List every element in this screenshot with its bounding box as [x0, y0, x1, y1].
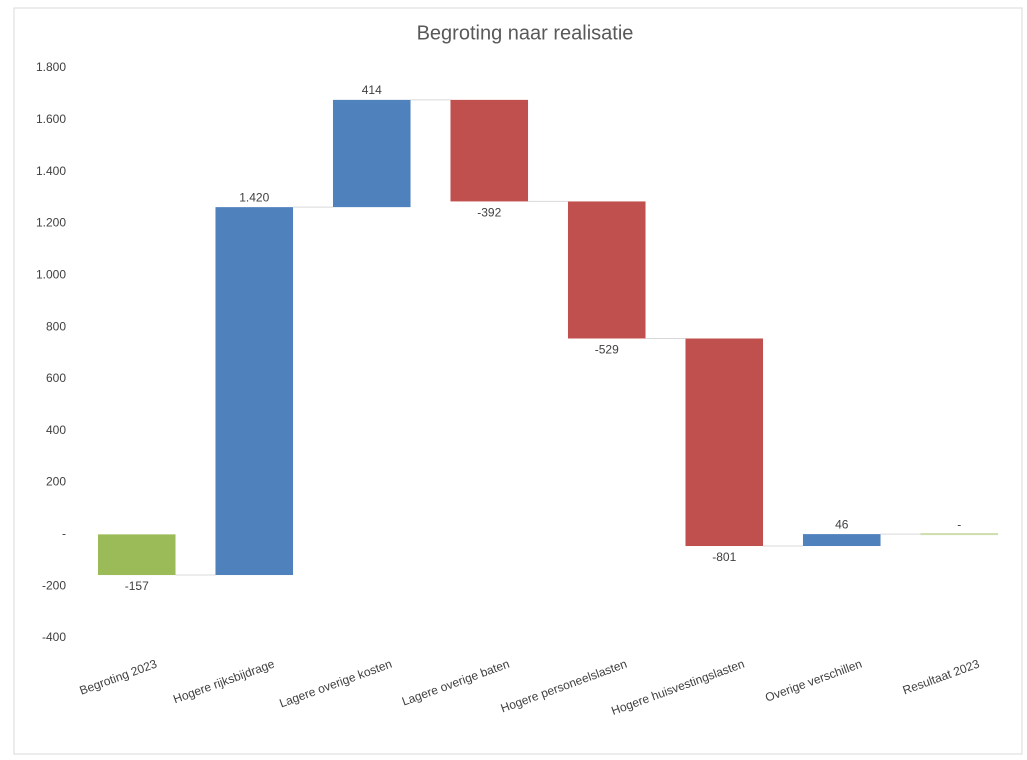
bar: [685, 338, 764, 547]
bar: [450, 99, 529, 202]
bar: [920, 533, 999, 536]
value-label: 1.420: [239, 190, 269, 204]
y-tick-label: 800: [46, 319, 66, 333]
bar: [97, 534, 176, 576]
y-tick-label: -200: [42, 578, 66, 592]
value-label: -801: [712, 550, 736, 564]
y-tick-label: -400: [42, 630, 66, 644]
value-label: -: [957, 517, 961, 531]
y-tick-label: 1.800: [36, 60, 66, 74]
value-label: 414: [362, 83, 382, 97]
y-tick-label: 400: [46, 423, 66, 437]
y-tick-label: -: [62, 527, 66, 541]
bar: [332, 99, 411, 208]
bar: [567, 201, 646, 339]
value-label: -157: [125, 579, 149, 593]
value-label: 46: [835, 517, 849, 531]
bar: [215, 207, 294, 576]
value-label: -529: [595, 343, 619, 357]
y-tick-label: 1.400: [36, 164, 66, 178]
y-tick-label: 200: [46, 475, 66, 489]
y-tick-label: 600: [46, 371, 66, 385]
value-label: -392: [477, 206, 501, 220]
bar: [802, 534, 881, 547]
y-tick-label: 1.000: [36, 267, 66, 281]
chart-title: Begroting naar realisatie: [417, 22, 634, 44]
y-tick-label: 1.600: [36, 112, 66, 126]
y-tick-label: 1.200: [36, 216, 66, 230]
